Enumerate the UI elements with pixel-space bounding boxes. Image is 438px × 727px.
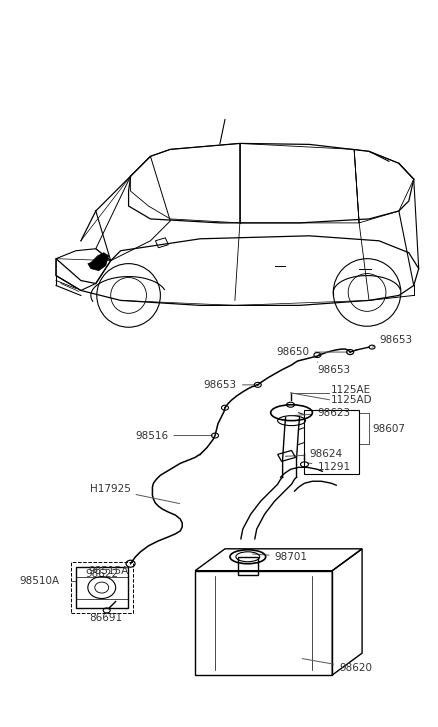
Text: 98650: 98650 (276, 347, 347, 357)
Bar (76, 567, 127, 608)
Text: 86691: 86691 (89, 614, 122, 623)
Text: 98622: 98622 (85, 567, 128, 579)
Text: 98620: 98620 (302, 659, 372, 673)
Text: 98607: 98607 (372, 424, 405, 433)
Text: 98515A: 98515A (89, 566, 129, 576)
Text: 98624: 98624 (286, 449, 343, 459)
Bar (304, 410, 359, 474)
Text: H17925: H17925 (90, 484, 180, 504)
Text: 11291: 11291 (307, 462, 350, 473)
Text: 98653: 98653 (204, 380, 255, 390)
Bar (238, 557, 258, 574)
Text: 1125AE: 1125AE (331, 385, 371, 395)
Bar (195, 571, 332, 675)
Text: 98653: 98653 (318, 362, 350, 375)
Text: 98653: 98653 (372, 335, 412, 347)
Text: 1125AD: 1125AD (331, 395, 373, 405)
Text: 98516: 98516 (135, 430, 212, 441)
Text: 98701: 98701 (253, 552, 307, 562)
Polygon shape (88, 253, 109, 270)
Text: 98623: 98623 (294, 408, 350, 418)
Text: 98510A: 98510A (19, 576, 60, 586)
Bar (71, 562, 133, 614)
